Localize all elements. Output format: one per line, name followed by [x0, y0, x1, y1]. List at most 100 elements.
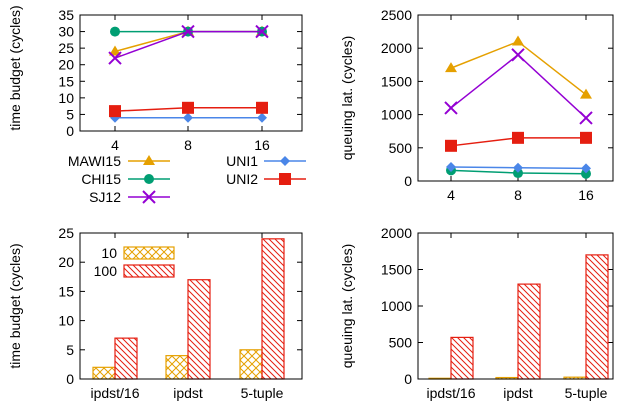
legend-label-bar-100: 100 [94, 263, 118, 279]
ylabel-bl: time budget (cycles) [7, 243, 23, 368]
ytick-label-tr-1: 500 [389, 140, 413, 156]
legend-marker-uni2 [279, 173, 291, 185]
legend-label-chi15: CHI15 [81, 171, 121, 187]
xtick-label-tl-0: 4 [111, 137, 119, 153]
bar-bl-100-1 [187, 279, 211, 380]
ytick-label-tl-4: 20 [58, 57, 74, 73]
xtick-label-tr-0: 4 [447, 187, 455, 203]
ytick-label-bl-0: 0 [66, 371, 74, 387]
chart-queuing-lat-line: queuing lat. (cycles) 0 500 1000 1500 2000 25… [339, 7, 614, 203]
point-tr-uni1-2 [581, 163, 591, 174]
bar-bl-10-2 [239, 349, 263, 380]
ytick-label-tl-3: 15 [58, 73, 74, 89]
xtick-label-bl-1: ipdst [173, 385, 203, 401]
ytick-label-br-1: 500 [389, 335, 413, 351]
legend-marker-sj12 [142, 190, 156, 204]
ytick-label-tr-3: 1500 [381, 73, 412, 89]
legend-marker-uni1 [280, 156, 290, 166]
ytick-label-tr-5: 2500 [381, 7, 412, 23]
series-line-tr-mawi15 [450, 40, 587, 96]
ytick-label-tl-7: 35 [58, 7, 74, 23]
plot-frame-tr [417, 14, 614, 182]
xtick-label-tr-2: 16 [578, 187, 594, 203]
series-line-tr-sj12 [450, 53, 587, 119]
ytick-label-tr-2: 1000 [381, 107, 412, 123]
bar-bl-10-1 [165, 355, 189, 380]
ytick-label-tl-2: 10 [58, 90, 74, 106]
ytick-label-br-3: 1500 [381, 262, 412, 278]
point-tl-uni2-2 [256, 101, 268, 114]
ytick-label-tl-1: 5 [66, 106, 74, 122]
ytick-label-tr-0: 0 [404, 173, 412, 189]
bar-br-100-2 [585, 254, 609, 380]
bar-br-100-0 [450, 336, 474, 380]
bar-bl-100-2 [261, 238, 285, 380]
legend-swatch-bar-10 [123, 246, 175, 260]
xtick-label-bl-2: 5-tuple [241, 385, 284, 401]
point-tl-chi15-0 [110, 26, 120, 37]
legend-label-sj12: SJ12 [89, 189, 121, 205]
plot-frame-bl [79, 232, 303, 380]
legend-label-uni1: UNI1 [226, 153, 258, 169]
legend-label-uni2: UNI2 [226, 171, 258, 187]
point-tr-mawi15-0 [445, 62, 457, 73]
bar-bl-100-0 [114, 337, 138, 380]
bar-br-100-1 [517, 283, 541, 380]
point-tr-sj12-2 [579, 111, 593, 125]
ytick-label-br-0: 0 [404, 371, 412, 387]
plot-frame-tl [79, 14, 303, 132]
xtick-label-br-1: ipdst [503, 385, 533, 401]
chart-time-budget-bar: time budget (cycles) 0 5 10 15 20 25 ipdst/16 i… [7, 225, 303, 401]
point-tr-uni2-2 [580, 131, 592, 144]
xtick-label-tr-1: 8 [514, 187, 522, 203]
line-legend: MAWI15 CHI15 SJ12 UNI1 UNI2 [68, 153, 306, 205]
point-tr-sj12-1 [511, 48, 525, 62]
point-tl-uni1-2 [257, 112, 267, 123]
legend-label-mawi15: MAWI15 [68, 153, 121, 169]
point-tr-uni2-0 [445, 139, 457, 152]
legend-marker-chi15 [144, 174, 154, 184]
point-tr-mawi15-1 [512, 35, 524, 46]
point-tr-chi15-2 [581, 168, 591, 179]
xtick-label-tl-1: 8 [184, 137, 192, 153]
legend-marker-mawi15 [143, 155, 155, 165]
ytick-label-bl-3: 15 [58, 283, 74, 299]
ytick-label-bl-1: 5 [66, 342, 74, 358]
point-tr-chi15-1 [513, 168, 523, 179]
ytick-label-bl-5: 25 [58, 225, 74, 241]
point-tl-sj12-2 [255, 24, 269, 39]
ytick-label-tl-0: 0 [66, 123, 74, 139]
point-tl-uni2-1 [182, 101, 194, 114]
ytick-label-tr-4: 2000 [381, 40, 412, 56]
bar-bl-10-0 [92, 366, 116, 380]
xtick-label-bl-0: ipdst/16 [90, 385, 139, 401]
ylabel-tr: queuing lat. (cycles) [339, 36, 355, 161]
point-tl-sj12-0 [108, 51, 122, 65]
ytick-label-bl-2: 10 [58, 313, 74, 329]
legend-swatch-bar-100 [123, 264, 175, 278]
ylabel-tl: time budget (cycles) [7, 5, 23, 130]
point-tl-uni1-1 [183, 112, 193, 123]
ytick-label-br-2: 1000 [381, 298, 412, 314]
ytick-label-br-4: 2000 [381, 225, 412, 241]
ylabel-br: queuing lat. (cycles) [339, 244, 355, 369]
xtick-label-tl-2: 16 [254, 137, 270, 153]
legend-label-bar-10: 10 [101, 245, 117, 261]
point-tr-sj12-0 [444, 101, 458, 115]
xtick-label-br-2: 5-tuple [565, 385, 608, 401]
xtick-label-br-0: ipdst/16 [426, 385, 475, 401]
point-tl-uni2-0 [109, 105, 121, 118]
point-tr-uni1-0 [446, 162, 456, 173]
point-tr-mawi15-2 [580, 88, 592, 99]
point-tr-uni2-1 [512, 131, 524, 144]
chart-queuing-lat-bar: queuing lat. (cycles) 0 500 1000 1500 2000 ip… [339, 225, 614, 401]
point-tl-mawi15-0 [109, 45, 121, 56]
plot-frame-br [417, 232, 614, 380]
ytick-label-tl-6: 30 [58, 24, 74, 40]
point-tr-uni1-1 [513, 162, 523, 173]
point-tl-sj12-1 [181, 24, 195, 39]
ytick-label-bl-4: 20 [58, 254, 74, 270]
ytick-label-tl-5: 25 [58, 40, 74, 56]
